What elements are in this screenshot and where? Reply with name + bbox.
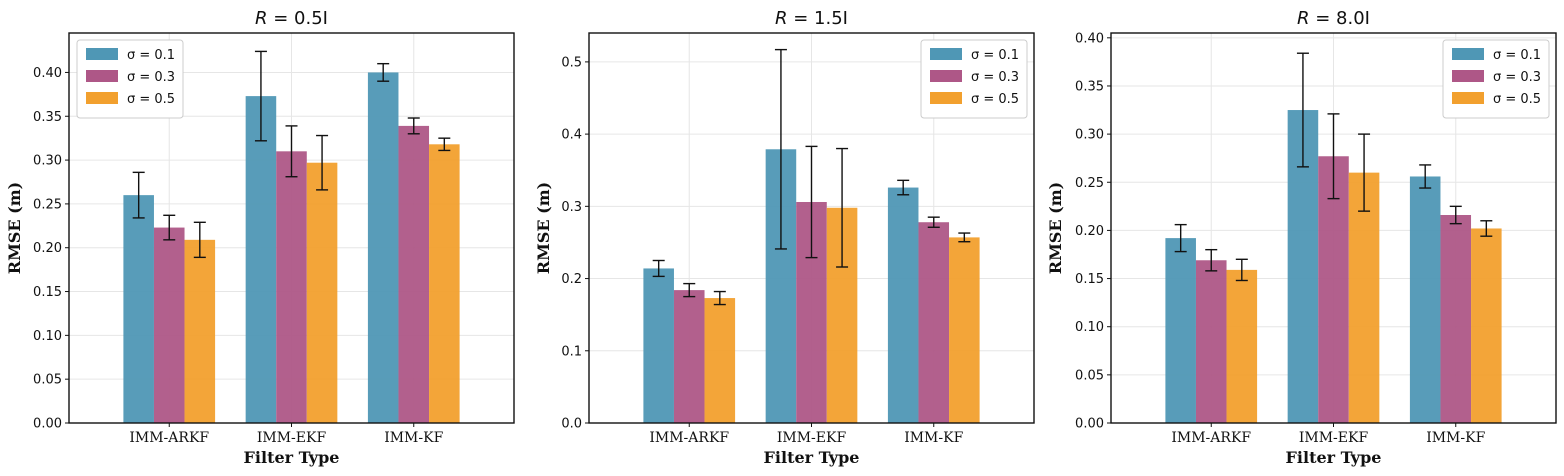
title-value: = 0.5I xyxy=(273,8,328,29)
legend: σ = 0.1 σ = 0.3 σ = 0.5 xyxy=(920,39,1028,119)
bar xyxy=(704,298,736,423)
y-tick-label: 0.05 xyxy=(1075,368,1104,383)
bar xyxy=(918,222,950,423)
bar xyxy=(1226,269,1258,423)
chart-panel-2: 0.0 0.1 0.2 0.3 0.4 0.5 IMM-ARKF IMM-EKF IMM-KF F… xyxy=(534,8,1035,467)
chart-title: R = 8.0I xyxy=(1297,8,1370,29)
y-tick-label: 0.4 xyxy=(561,128,582,143)
legend-label: σ = 0.1 xyxy=(1493,48,1541,63)
bar xyxy=(949,237,980,423)
legend-swatch xyxy=(86,70,118,82)
legend-swatch xyxy=(1452,48,1484,60)
x-axis-label: Filter Type xyxy=(1286,448,1382,467)
legend-label: σ = 0.1 xyxy=(971,48,1019,63)
legend-label: σ = 0.5 xyxy=(1493,92,1541,107)
y-tick-label: 0.20 xyxy=(33,241,62,256)
y-tick-label: 0.20 xyxy=(1075,224,1104,239)
y-tick-label: 0.2 xyxy=(561,272,582,287)
chart-panel-3: 0.00 0.05 0.10 0.15 0.20 0.25 0.30 0.35 0.40 IMM-… xyxy=(1046,8,1557,467)
legend-label: σ = 0.3 xyxy=(1493,70,1541,85)
x-tick-label: IMM-KF xyxy=(904,430,963,446)
y-tick-label: 0.10 xyxy=(1075,320,1104,335)
legend-swatch xyxy=(1452,92,1484,104)
y-tick-label: 0.00 xyxy=(33,417,62,432)
y-tick-label: 0.35 xyxy=(33,110,62,125)
legend-label: σ = 0.5 xyxy=(127,92,175,107)
y-tick-label: 0.10 xyxy=(33,329,62,344)
bar xyxy=(1318,156,1349,423)
bar xyxy=(1440,215,1472,423)
chart-title: R = 1.5I xyxy=(775,8,848,29)
y-tick-label: 0.00 xyxy=(1075,417,1104,432)
legend-label: σ = 0.3 xyxy=(971,70,1019,85)
y-tick-label: 0.15 xyxy=(1075,272,1104,287)
title-value: = 8.0I xyxy=(1315,8,1370,29)
y-tick-label: 0.3 xyxy=(561,200,582,215)
x-tick-label: IMM-KF xyxy=(1426,430,1485,446)
y-tick-label: 0.05 xyxy=(33,373,62,388)
legend: σ = 0.1 σ = 0.3 σ = 0.5 xyxy=(1442,39,1550,119)
x-tick-label: IMM-EKF xyxy=(257,430,327,446)
x-axis-label: Filter Type xyxy=(244,448,340,467)
bar xyxy=(1409,176,1441,423)
bar xyxy=(1471,228,1502,423)
bar xyxy=(1195,260,1227,423)
title-value: = 1.5I xyxy=(793,8,848,29)
y-tick-label: 0.40 xyxy=(33,66,62,81)
bar xyxy=(184,239,216,423)
y-tick-label: 0.30 xyxy=(33,154,62,169)
y-axis-label: RMSE (m) xyxy=(534,182,553,274)
y-tick-label: 0.40 xyxy=(1075,31,1104,46)
bar xyxy=(153,227,185,423)
legend-swatch xyxy=(930,48,962,60)
title-variable: R xyxy=(1297,8,1315,29)
x-axis-label: Filter Type xyxy=(764,448,860,467)
bar xyxy=(398,125,430,424)
legend: σ = 0.1 σ = 0.3 σ = 0.5 xyxy=(76,39,184,119)
legend-swatch xyxy=(1452,70,1484,82)
title-variable: R xyxy=(775,8,793,29)
y-tick-label: 0.30 xyxy=(1075,128,1104,143)
legend-label: σ = 0.5 xyxy=(971,92,1019,107)
x-tick-label: IMM-ARKF xyxy=(649,430,729,446)
bar xyxy=(123,195,154,423)
bar xyxy=(643,268,674,423)
y-tick-label: 0.5 xyxy=(561,55,582,70)
legend-label: σ = 0.1 xyxy=(127,48,175,63)
y-tick-label: 0.15 xyxy=(33,285,62,300)
y-axis-label: RMSE (m) xyxy=(1046,182,1065,274)
y-tick-label: 0.1 xyxy=(561,344,582,359)
bar xyxy=(887,187,919,423)
bar xyxy=(276,151,307,423)
legend-swatch xyxy=(930,70,962,82)
bar xyxy=(429,144,460,423)
title-variable: R xyxy=(255,8,273,29)
x-tick-label: IMM-ARKF xyxy=(129,430,209,446)
bar xyxy=(1165,238,1196,423)
legend-label: σ = 0.3 xyxy=(127,70,175,85)
x-tick-label: IMM-EKF xyxy=(777,430,847,446)
y-tick-label: 0.25 xyxy=(1075,176,1104,191)
chart-title: R = 0.5I xyxy=(255,8,328,29)
y-tick-label: 0.25 xyxy=(33,197,62,212)
legend-swatch xyxy=(930,92,962,104)
legend-swatch xyxy=(86,92,118,104)
bar xyxy=(673,290,705,423)
legend-swatch xyxy=(86,48,118,60)
bar xyxy=(1348,172,1380,423)
y-tick-label: 0.35 xyxy=(1075,79,1104,94)
x-tick-label: IMM-ARKF xyxy=(1171,430,1251,446)
bar xyxy=(245,96,277,423)
x-tick-label: IMM-EKF xyxy=(1299,430,1369,446)
bar xyxy=(367,72,399,423)
y-axis-label: RMSE (m) xyxy=(5,182,24,274)
bar xyxy=(306,162,338,423)
y-tick-label: 0.0 xyxy=(561,417,582,432)
x-tick-label: IMM-KF xyxy=(384,430,443,446)
chart-panel-1: 0.00 0.05 0.10 0.15 0.20 0.25 0.30 0.35 0.40 IMM-… xyxy=(5,8,515,467)
